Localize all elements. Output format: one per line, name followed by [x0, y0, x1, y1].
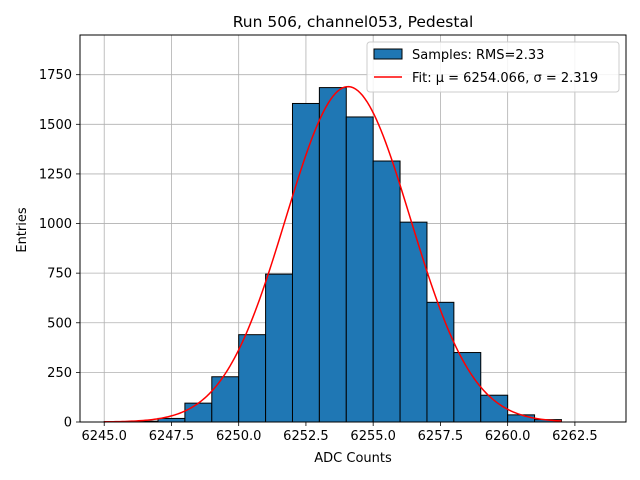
- x-tick-label: 6247.5: [149, 429, 195, 444]
- x-tick-label: 6252.5: [283, 429, 329, 444]
- histogram-bar: [265, 273, 293, 423]
- y-tick-label: 1750: [39, 68, 72, 83]
- x-tick-label: 6255.0: [350, 429, 396, 444]
- y-tick-label: 750: [47, 267, 72, 282]
- y-tick-label: 1000: [39, 217, 72, 232]
- y-axis-label: Entries: [15, 207, 30, 253]
- histogram-bar: [291, 102, 320, 423]
- histogram-bar: [453, 352, 482, 423]
- x-tick-label: 6262.5: [552, 429, 598, 444]
- x-tick-label: 6260.0: [485, 429, 531, 444]
- legend-label-fit: Fit: μ = 6254.066, σ = 2.319: [412, 71, 598, 86]
- x-tick-label: 6245.0: [81, 429, 127, 444]
- chart-title: Run 506, channel053, Pedestal: [233, 13, 474, 31]
- histogram-bar: [184, 402, 213, 423]
- histogram-bar: [507, 414, 536, 423]
- x-tick-label: 6250.0: [216, 429, 262, 444]
- gaussian-fit-curve: [104, 85, 562, 423]
- legend-label-samples: Samples: RMS=2.33: [412, 48, 544, 63]
- y-tick-label: 500: [47, 316, 72, 331]
- legend: Samples: RMS=2.33 Fit: μ = 6254.066, σ =…: [366, 41, 620, 93]
- legend-swatch-samples: [373, 48, 403, 60]
- x-tick-label: 6257.5: [418, 429, 464, 444]
- legend-box: [366, 41, 620, 93]
- x-axis-label: ADC Counts: [314, 451, 392, 466]
- x-axis-ticks: 6245.0 6247.5 6250.0 6252.5 6255.0 6257.5 6260…: [81, 422, 598, 444]
- histogram-bar: [399, 221, 428, 423]
- histogram-bar: [345, 116, 374, 423]
- histogram-bar: [426, 301, 455, 423]
- y-tick-label: 1250: [39, 167, 72, 182]
- histogram-bar: [318, 87, 347, 423]
- histogram-bar: [157, 417, 186, 423]
- histogram-bar: [211, 376, 240, 423]
- y-tick-label: 0: [64, 416, 72, 431]
- y-axis-ticks: 0 250 500 750 1000 1250 1500 1750: [39, 68, 80, 431]
- y-tick-label: 1500: [39, 118, 72, 133]
- fit-curve-layer: [104, 85, 562, 423]
- histogram-bar: [480, 394, 509, 423]
- histogram-bar: [372, 160, 401, 423]
- histogram-bar: [238, 334, 267, 423]
- y-tick-label: 250: [47, 366, 72, 381]
- plot-frame: [79, 34, 627, 423]
